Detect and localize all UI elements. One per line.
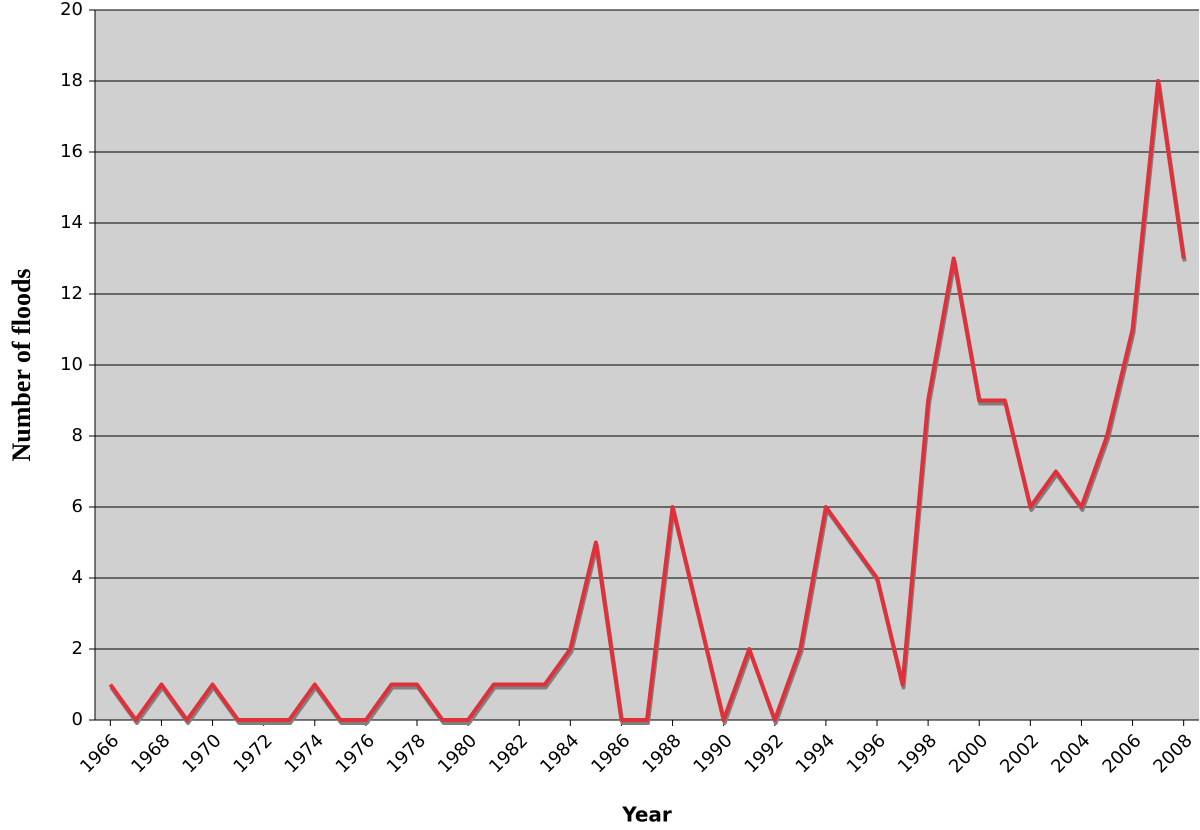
y-tick-label: 10 bbox=[60, 354, 83, 375]
x-tick-label: 1982 bbox=[485, 730, 532, 777]
x-tick-label: 2000 bbox=[945, 730, 992, 777]
x-axis-label: Year bbox=[621, 803, 672, 827]
x-tick-label: 1998 bbox=[894, 730, 941, 777]
y-tick-label: 0 bbox=[72, 709, 83, 730]
x-tick-label: 1994 bbox=[792, 730, 839, 777]
y-tick-label: 16 bbox=[60, 141, 83, 162]
line bbox=[108, 79, 1186, 722]
x-tick-label: 1974 bbox=[281, 730, 328, 777]
y-tick-label: 6 bbox=[72, 496, 83, 517]
y-tick-label: 18 bbox=[60, 70, 83, 91]
x-tick-label: 1992 bbox=[741, 730, 788, 777]
x-tick-label: 1984 bbox=[536, 730, 583, 777]
y-tick-label: 2 bbox=[72, 638, 83, 659]
y-tick-label: 14 bbox=[60, 212, 83, 233]
y-tick-label: 12 bbox=[60, 283, 83, 304]
x-tick-label: 1972 bbox=[229, 730, 276, 777]
x-tick-label: 2006 bbox=[1098, 730, 1145, 777]
x-tick-label: 1968 bbox=[127, 730, 174, 777]
y-axis-label: Number of floods bbox=[7, 268, 36, 461]
y-tick-label: 8 bbox=[72, 425, 83, 446]
y-tick-label: 20 bbox=[60, 0, 83, 20]
x-tick-label: 1978 bbox=[383, 730, 430, 777]
x-tick-label: 1970 bbox=[178, 730, 225, 777]
x-tick-label: 1976 bbox=[332, 730, 379, 777]
x-tick-label: 1988 bbox=[638, 730, 685, 777]
x-tick-label: 1986 bbox=[587, 730, 634, 777]
x-tick-label: 1980 bbox=[434, 730, 481, 777]
y-tick-label: 4 bbox=[72, 567, 83, 588]
x-tick-label: 1990 bbox=[689, 730, 736, 777]
x-tick-label: 2002 bbox=[996, 730, 1043, 777]
x-tick-label: 2008 bbox=[1149, 730, 1196, 777]
x-tick-label: 2004 bbox=[1047, 730, 1094, 777]
x-tick-label: 1996 bbox=[843, 730, 890, 777]
x-tick-label: 1966 bbox=[76, 730, 123, 777]
